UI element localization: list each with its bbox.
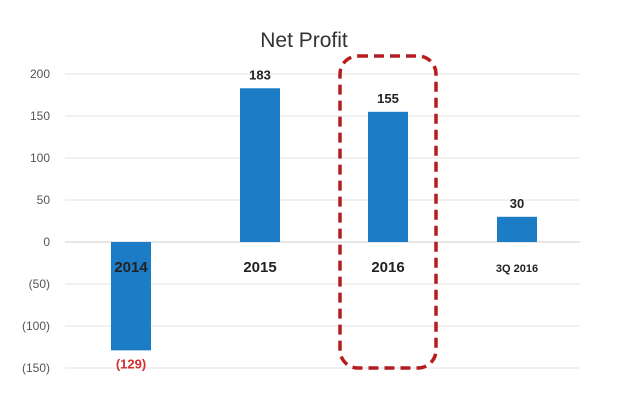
category-label: 3Q 2016 <box>496 263 538 275</box>
y-tick-label: 100 <box>30 151 50 165</box>
category-label: 2015 <box>243 259 276 276</box>
y-tick-label: 150 <box>30 109 50 123</box>
y-tick-label: (50) <box>29 277 50 291</box>
y-tick-label: (100) <box>22 319 50 333</box>
category-label: 2014 <box>114 259 148 276</box>
y-tick-label: 50 <box>37 193 51 207</box>
data-labels: (129) 183 155 30 <box>116 67 524 371</box>
data-label: 155 <box>377 91 399 106</box>
highlight-box-2016 <box>338 54 438 370</box>
y-axis-tick-labels: 200 150 100 50 0 (50) (100) (150) <box>22 67 50 375</box>
data-label: 183 <box>249 67 271 82</box>
bar-2016 <box>368 111 408 242</box>
y-tick-label: 0 <box>43 235 50 249</box>
y-tick-label: 200 <box>30 67 50 81</box>
bar-2015 <box>240 88 280 242</box>
category-labels: 2014 2015 2016 3Q 2016 <box>114 259 538 276</box>
bar-2014 <box>111 242 151 351</box>
y-tick-label: (150) <box>22 361 50 375</box>
data-label: 30 <box>510 196 524 211</box>
bar-3q-2016 <box>497 216 537 242</box>
bars <box>111 88 537 351</box>
data-label: (129) <box>116 356 146 371</box>
category-label: 2016 <box>371 259 404 276</box>
chart-title: Net Profit <box>260 29 348 52</box>
